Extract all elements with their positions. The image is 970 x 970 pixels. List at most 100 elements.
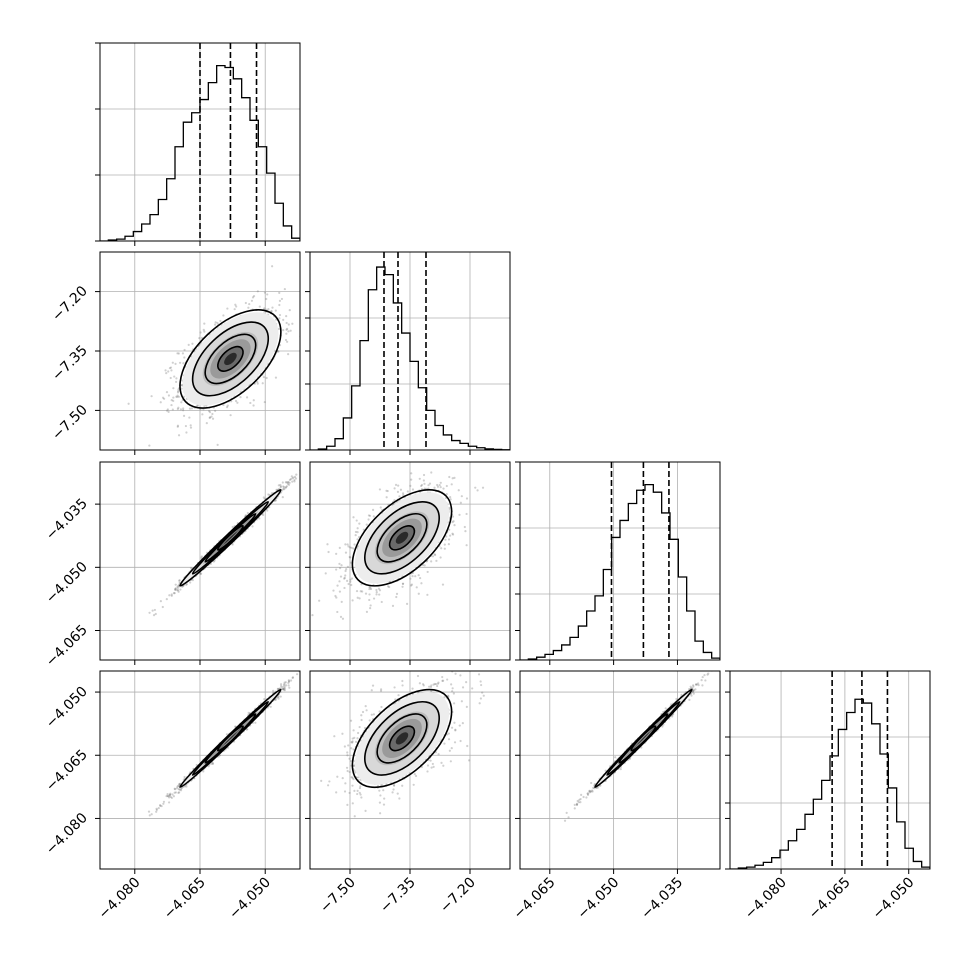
scatter-point [284, 486, 287, 489]
scatter-point [159, 401, 162, 404]
scatter-point [417, 574, 420, 577]
scatter-point [372, 515, 375, 518]
histogram-bar [695, 641, 703, 660]
scatter-point [177, 406, 180, 409]
scatter-point [236, 401, 239, 404]
scatter-point [386, 489, 389, 493]
histogram-bar [200, 100, 208, 241]
contour-line [179, 489, 282, 587]
scatter-point [278, 313, 282, 317]
histogram-bar [352, 386, 360, 450]
scatter-point [270, 309, 273, 313]
scatter-point [284, 481, 287, 484]
scatter-point [445, 493, 448, 496]
histogram-bar [562, 645, 570, 660]
scatter-point [439, 556, 442, 559]
scatter-point [176, 425, 179, 428]
scatter-point [278, 317, 281, 320]
scatter-point [451, 521, 454, 524]
scatter-point [279, 695, 282, 698]
histogram-bar [578, 626, 586, 660]
histogram-bar [267, 173, 275, 241]
contour-line [388, 525, 416, 551]
scatter-point [172, 399, 175, 402]
histogram-bar [402, 333, 410, 450]
scatter-point [409, 484, 412, 487]
scatter-point [266, 509, 269, 512]
scatter-point [354, 534, 357, 537]
scatter-point [293, 475, 297, 479]
scatter-point [367, 518, 370, 521]
scatter-point [339, 567, 342, 570]
scatter-point [172, 387, 175, 390]
scatter-point [385, 496, 388, 499]
scatter-point [352, 547, 355, 550]
scatter-point [279, 485, 283, 488]
scatter-point [419, 576, 422, 580]
scatter-point [368, 598, 371, 602]
scatter-point [183, 356, 186, 359]
scatter-point [405, 602, 409, 605]
scatter-point [180, 401, 183, 404]
scatter-point [449, 534, 452, 537]
scatter-point [246, 511, 249, 515]
histogram-bar [158, 200, 166, 241]
scatter-point [155, 810, 158, 813]
histogram-bar [217, 66, 225, 241]
histogram-bar [142, 224, 150, 241]
scatter-point [152, 614, 156, 617]
scatter-point [200, 555, 203, 558]
scatter-point [305, 320, 307, 322]
scatter-point [358, 597, 361, 600]
scatter-point [361, 590, 364, 593]
histogram-bar [125, 236, 133, 241]
scatter-point [283, 681, 286, 684]
histogram-bar [460, 443, 468, 450]
scatter-point [281, 481, 284, 484]
scatter-point [340, 564, 343, 567]
scatter-point [336, 610, 339, 614]
histogram-bar [275, 203, 283, 241]
scatter-point [414, 575, 417, 578]
scatter-point [263, 291, 267, 294]
scatter-point [262, 375, 266, 379]
scatter-point [409, 577, 412, 580]
scatter-point [166, 408, 169, 411]
histogram-bar [805, 814, 813, 869]
scatter-point [182, 395, 186, 398]
scatter-point [287, 680, 291, 683]
histogram-outline [310, 266, 510, 450]
scatter-point [295, 473, 298, 476]
scatter-point [249, 401, 252, 405]
scatter-point [178, 791, 181, 794]
scatter-point [229, 414, 232, 417]
scatter-point [282, 318, 285, 322]
histogram-bar [150, 215, 158, 241]
scatter-point [196, 404, 199, 407]
scatter-point [420, 484, 423, 488]
contour-line [204, 333, 257, 385]
histogram-bar [863, 703, 871, 869]
scatter-point [286, 327, 289, 331]
scatter-point [234, 399, 238, 403]
scatter-point [274, 499, 277, 502]
scatter-point [354, 530, 358, 534]
scatter-point [172, 396, 175, 399]
scatter-point [182, 409, 185, 412]
scatter-point [411, 488, 415, 491]
scatter-point [369, 604, 372, 607]
histogram-bar [410, 361, 418, 450]
scatter-point [216, 321, 219, 325]
scatter-point [350, 583, 353, 587]
scatter-point [335, 568, 338, 571]
scatter-panel-3-1 [100, 462, 304, 660]
scatter-point [302, 465, 304, 467]
scatter-point [378, 589, 382, 592]
scatter-point [162, 802, 165, 805]
scatter-point [438, 483, 441, 487]
scatter-point [327, 550, 330, 554]
scatter-point [265, 297, 268, 301]
scatter-point [155, 807, 158, 810]
scatter-point [252, 295, 256, 298]
histogram-bar [360, 341, 368, 450]
